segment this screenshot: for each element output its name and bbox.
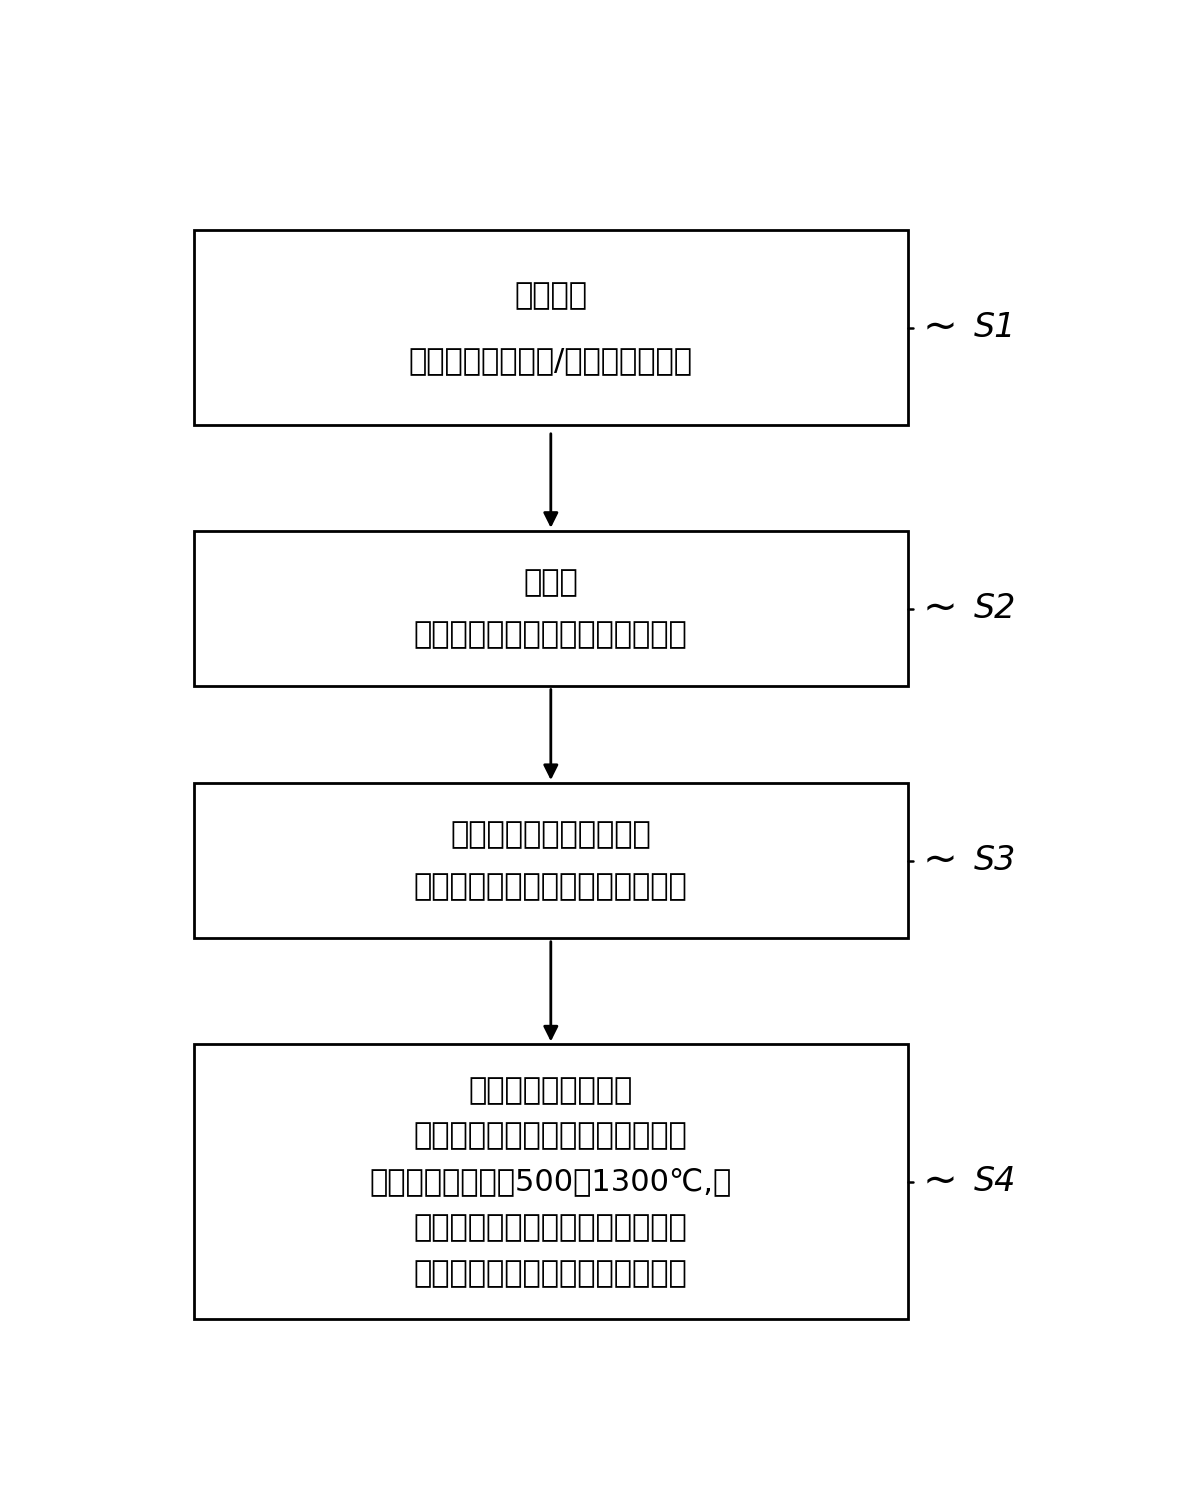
Text: S4: S4 bbox=[974, 1166, 1017, 1199]
Text: 提供衬底、固态和/或液态的有机碳: 提供衬底、固态和/或液态的有机碳 bbox=[409, 345, 693, 375]
Text: 将该有机碳源化合物配制成溶液或: 将该有机碳源化合物配制成溶液或 bbox=[414, 619, 688, 649]
Bar bbox=[194, 783, 908, 938]
Text: S1: S1 bbox=[974, 311, 1017, 344]
Text: 浊液的衬底升温至500～1300℃,再: 浊液的衬底升温至500～1300℃,再 bbox=[370, 1167, 732, 1196]
Bar bbox=[194, 532, 908, 686]
Text: S2: S2 bbox=[974, 593, 1017, 625]
Text: ~: ~ bbox=[923, 307, 957, 348]
Text: 通入气态的氮源化合物进行反应，: 通入气态的氮源化合物进行反应， bbox=[414, 1121, 688, 1151]
Text: S3: S3 bbox=[974, 844, 1017, 877]
Text: 浊液涂覆在所述衬底表面: 浊液涂覆在所述衬底表面 bbox=[450, 820, 651, 850]
Text: ~: ~ bbox=[923, 840, 957, 881]
Bar bbox=[194, 1044, 908, 1319]
Bar bbox=[194, 231, 908, 426]
Text: 得到所述掺氮石墨烯: 得到所述掺氮石墨烯 bbox=[469, 1075, 632, 1105]
Text: ~: ~ bbox=[923, 1161, 957, 1203]
Text: 将该含有机碳源化合物的溶液或悬: 将该含有机碳源化合物的溶液或悬 bbox=[414, 873, 688, 901]
Text: 悬浊液: 悬浊液 bbox=[524, 569, 578, 597]
Text: 在无氧环境、真空条件下，将该涂: 在无氧环境、真空条件下，将该涂 bbox=[414, 1260, 688, 1288]
Text: ~: ~ bbox=[923, 588, 957, 630]
Text: 覆有含有机碳源化合物的溶液或悬: 覆有含有机碳源化合物的溶液或悬 bbox=[414, 1214, 688, 1242]
Text: 源化合物: 源化合物 bbox=[514, 281, 587, 310]
